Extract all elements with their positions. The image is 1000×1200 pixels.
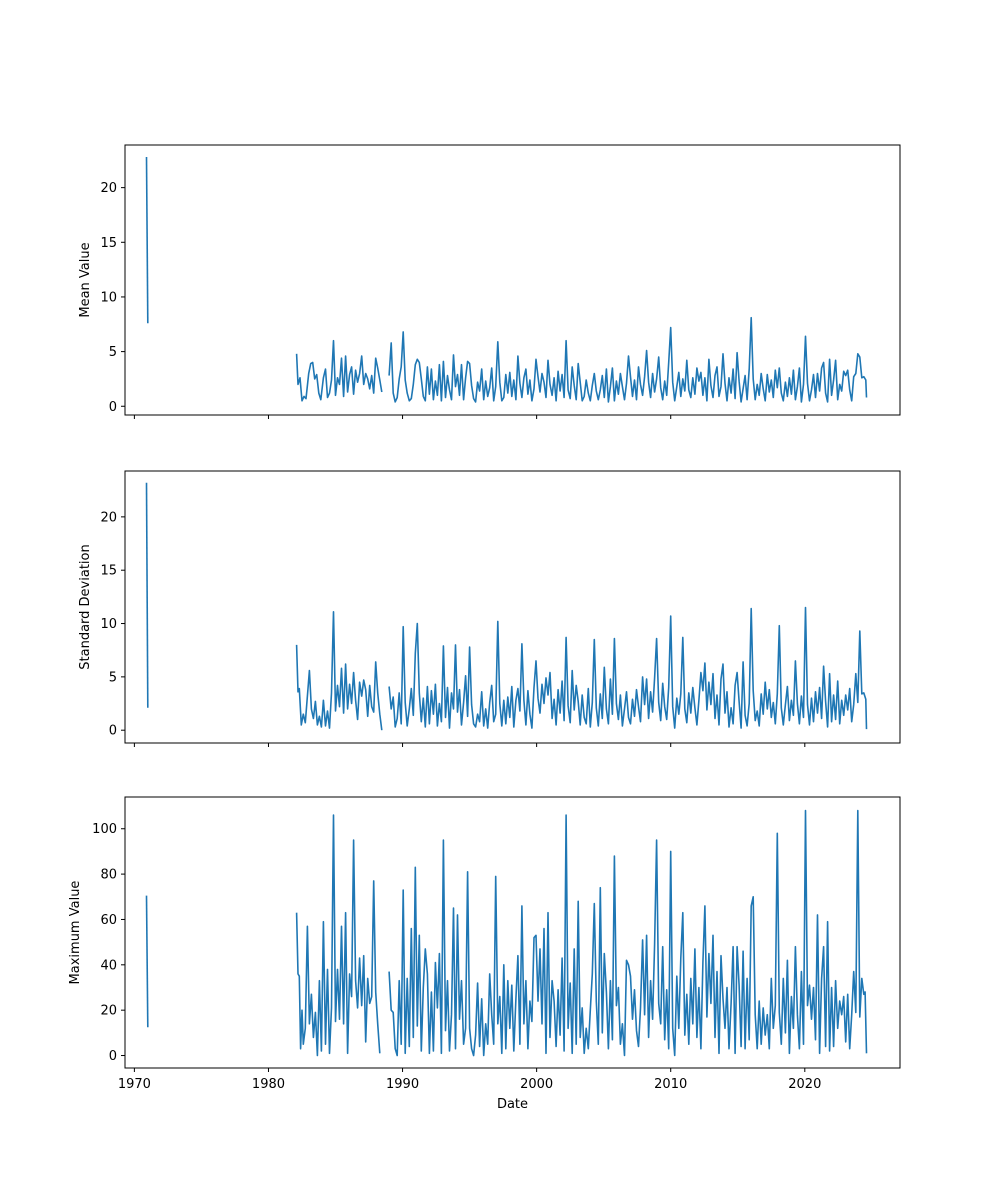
- y-tick-label: 15: [100, 564, 117, 579]
- x-tick-label: 1980: [252, 1077, 285, 1092]
- subplot-mean: 0 5 10 15 20 Mean Value: [78, 144, 901, 419]
- x-axis-label: Date: [497, 1097, 528, 1112]
- subplot-max: 0 20 40 60 80 100 1970 1980 1990 2000 2010 2020 Maxi…: [68, 796, 901, 1112]
- series-line-segment: [388, 809, 868, 1057]
- x-tick-label: 2010: [654, 1077, 687, 1092]
- y-tick-label: 10: [100, 617, 117, 632]
- y-tick-label: 60: [100, 913, 117, 928]
- subplot-std: 0 5 10 15 20 Standard Deviation: [78, 470, 901, 747]
- x-tick-label: 1970: [118, 1077, 151, 1092]
- y-tick-label: 100: [92, 822, 117, 837]
- series-line-segment: [145, 156, 149, 324]
- y-axis-label: Maximum Value: [68, 881, 83, 985]
- series-line-segment: [388, 606, 868, 730]
- series-line-segment: [388, 316, 868, 403]
- y-tick-label: 40: [100, 958, 117, 973]
- series-line-segment: [295, 814, 381, 1057]
- series-line-segment: [145, 895, 149, 1028]
- y-axis-label: Mean Value: [78, 242, 93, 317]
- axes-frame: [124, 144, 901, 416]
- y-tick-label: 80: [100, 868, 117, 883]
- y-tick-label: 0: [109, 400, 117, 415]
- x-tick-label: 1990: [386, 1077, 419, 1092]
- y-tick-label: 20: [100, 510, 117, 525]
- y-tick-label: 20: [100, 181, 117, 196]
- series-line-segment: [295, 339, 383, 402]
- y-tick-label: 5: [109, 345, 117, 360]
- y-axis-label: Standard Deviation: [78, 544, 93, 669]
- series-line-segment: [145, 482, 149, 708]
- y-tick-label: 0: [109, 1049, 117, 1064]
- x-tick-label: 2000: [520, 1077, 553, 1092]
- axes-frame: [124, 796, 901, 1069]
- y-tick-label: 0: [109, 724, 117, 739]
- y-tick-label: 10: [100, 290, 117, 305]
- axes-frame: [124, 470, 901, 744]
- y-tick-label: 5: [109, 670, 117, 685]
- y-tick-label: 20: [100, 1004, 117, 1019]
- y-tick-label: 15: [100, 236, 117, 251]
- x-tick-label: 2020: [788, 1077, 821, 1092]
- series-line-segment: [295, 611, 383, 731]
